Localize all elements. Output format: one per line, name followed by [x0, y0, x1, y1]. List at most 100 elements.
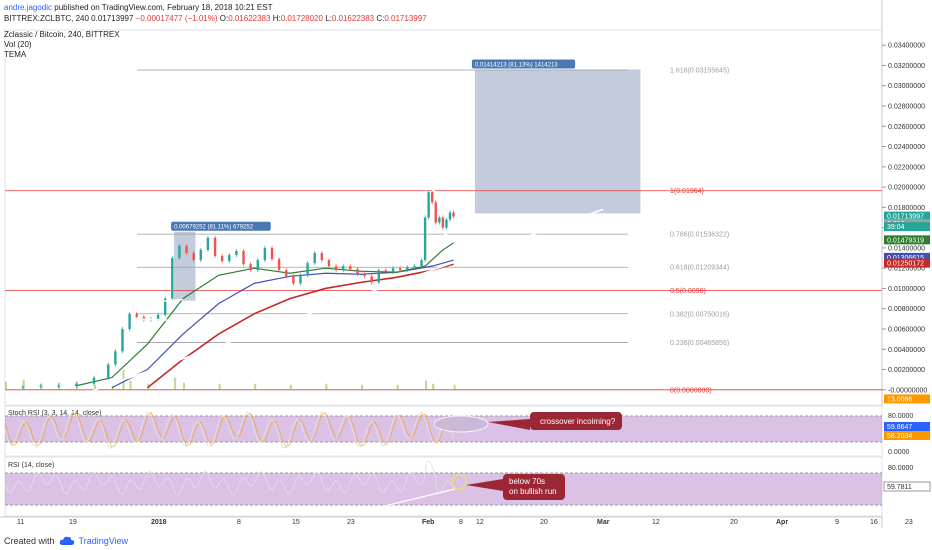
stoch-tick-label: 0.0000 — [888, 449, 910, 456]
x-tick-label: 11 — [17, 519, 24, 526]
ema-red-line — [146, 263, 454, 389]
candle-body — [213, 237, 217, 257]
rsi-line — [4, 460, 454, 495]
chart-title: Zclassic / Bitcoin, 240, BITTREX — [4, 30, 120, 39]
volume-bar — [432, 383, 435, 390]
fib-level-label: 0.786(0.01536322) — [670, 232, 729, 239]
candle-body — [299, 275, 302, 284]
rsi-title: RSI (14, close) — [8, 462, 54, 469]
candle-body — [249, 264, 252, 271]
fib-level-label: 0.236(0.00465856) — [670, 340, 729, 347]
measure-label: 0.01414213 (81.13%) 1414213 — [475, 63, 558, 69]
volume-bar — [425, 380, 428, 390]
volume-bar — [94, 384, 96, 390]
flag-top-line — [133, 298, 184, 305]
volume-bar — [289, 384, 292, 390]
fib-level-label: 0.618(0.01209344) — [670, 265, 729, 272]
candle-body — [156, 314, 160, 319]
volume-bar — [325, 383, 328, 390]
close-label: C: — [376, 14, 385, 23]
candle-body — [21, 386, 24, 388]
x-tick-label: 12 — [476, 519, 484, 526]
stoch-rsi-title: Stoch RSI (3, 3, 14, 14, close) — [8, 410, 101, 417]
publish-line: andre.jagodic published on TradingView.c… — [4, 2, 427, 13]
candle-body — [270, 247, 274, 260]
candle-body — [406, 267, 409, 271]
candle-body — [220, 256, 224, 262]
y-tick-label: 0.00600000 — [888, 326, 925, 333]
author-link[interactable]: andre.jagodic — [4, 3, 53, 12]
price-tag-text: 0.01479319 — [887, 237, 924, 244]
candle-body — [441, 217, 445, 228]
rsi-pane-frame — [4, 456, 883, 517]
candle-body — [206, 237, 210, 250]
candle-body — [384, 270, 388, 273]
candle-body — [107, 364, 110, 378]
volume-bar — [183, 382, 185, 390]
x-tick-label: 20 — [730, 519, 738, 526]
vol-indicator-label[interactable]: Vol (20) — [4, 40, 32, 49]
volume-bar — [5, 381, 7, 390]
price-tag-bg — [884, 222, 930, 232]
candle-body — [452, 212, 455, 217]
x-tick-label: 19 — [69, 519, 77, 526]
y-tick-label: 0.03400000 — [888, 43, 925, 50]
fib-level-label: 0.5(0.0098) — [670, 288, 706, 295]
price-change: −0.00017477 (−1.01%) — [135, 14, 218, 23]
candle-body — [263, 247, 267, 261]
support-trendline-main — [72, 208, 604, 399]
y-tick-label: 0.02000000 — [888, 185, 925, 192]
candle-body — [142, 316, 146, 320]
volume-bar — [22, 379, 25, 390]
high-value: 0.01728020 — [280, 14, 323, 23]
y-tick-label: 0.02400000 — [888, 144, 925, 151]
candle-body — [256, 260, 259, 271]
candle-body — [320, 252, 324, 261]
candle-body — [39, 385, 42, 387]
stoch-value-text: 58.2034 — [887, 433, 912, 440]
candle-body — [448, 212, 452, 220]
price-tag-bg — [884, 252, 930, 262]
price-tag-bg — [884, 394, 930, 404]
y-tick-label: 0.02200000 — [888, 164, 925, 171]
price-tag-bg — [884, 211, 930, 221]
footer: Created with TradingView — [4, 536, 128, 546]
x-tick-label: 8 — [237, 519, 241, 526]
candle-body — [178, 245, 181, 259]
indicator-legend: Zclassic / Bitcoin, 240, BITTREX Vol (20… — [4, 30, 120, 60]
candle-body — [438, 217, 441, 223]
volume-bar — [174, 377, 177, 390]
y-tick-label: 0.00800000 — [888, 306, 925, 313]
candle-body — [391, 268, 395, 273]
y-tick-label: 0.02600000 — [888, 124, 925, 131]
rsi-tick-label: 80.0000 — [888, 465, 913, 472]
rsi-callout-text: below 70s — [509, 477, 545, 486]
candle-body — [92, 377, 96, 384]
candle-body — [114, 351, 117, 365]
price-tag-text: 0.01713997 — [887, 214, 924, 221]
candle-body — [171, 258, 174, 299]
stoch-callout-bg — [530, 412, 622, 430]
rsi-value-tag — [883, 481, 931, 492]
y-tick-label: 0.02800000 — [888, 104, 925, 111]
fib-level-label: 0(0.0000000) — [670, 387, 712, 394]
candle-body — [370, 276, 373, 283]
stoch-value-tag — [884, 422, 930, 431]
candle-body — [192, 252, 195, 261]
y-tick-label: 0.01000000 — [888, 286, 925, 293]
candle-body — [349, 266, 352, 270]
x-tick-label: 15 — [292, 519, 300, 526]
tradingview-brand[interactable]: TradingView — [78, 536, 129, 546]
candle-body — [434, 202, 437, 223]
tema-indicator-label[interactable]: TEMA — [4, 50, 27, 59]
candle-body — [363, 274, 366, 277]
candle-body — [413, 266, 416, 268]
candle-body — [121, 328, 124, 352]
candle-body — [199, 249, 202, 261]
candle-body — [420, 260, 423, 267]
low-value: 0.01622383 — [331, 14, 375, 23]
candle-body — [431, 192, 434, 203]
volume-bar — [396, 384, 399, 390]
candle-body — [57, 385, 60, 387]
